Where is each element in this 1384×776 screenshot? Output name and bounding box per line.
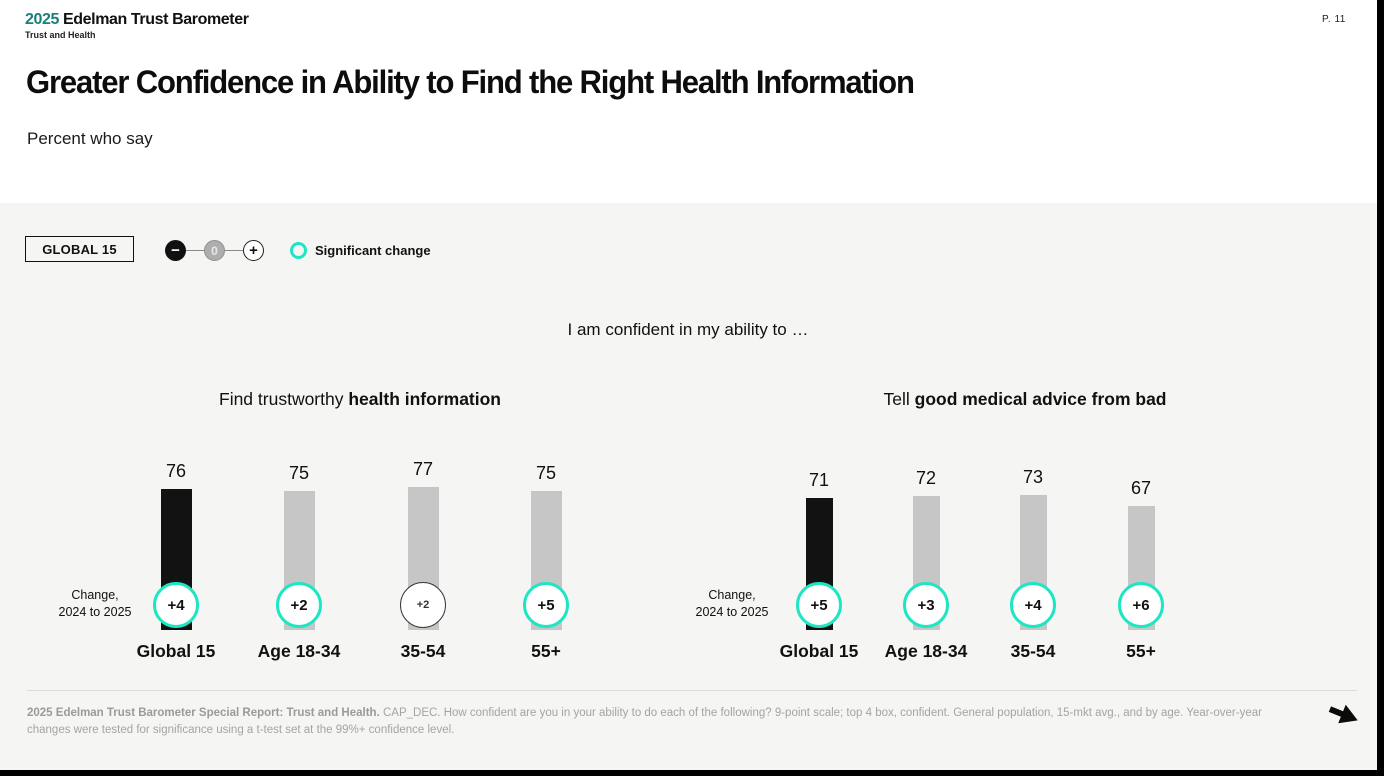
group-title-regular: Find trustworthy [219, 389, 349, 409]
change-label-line2: 2024 to 2025 [695, 605, 769, 619]
chart-group-title-right: Tell good medical advice from bad [825, 389, 1225, 410]
page-title: Greater Confidence in Ability to Find th… [26, 64, 915, 100]
stepper-value-handle[interactable]: 0 [204, 240, 225, 261]
chart-stem-title: I am confident in my ability to … [567, 320, 809, 339]
change-label-line2: 2024 to 2025 [58, 605, 132, 619]
source-note: 2025 Edelman Trust Barometer Special Rep… [27, 705, 1305, 739]
market-selector-button[interactable]: GLOBAL 15 [25, 236, 134, 262]
significant-change-label: Significant change [315, 243, 431, 258]
change-label-line1: Change, [708, 588, 756, 602]
significant-change-legend: Significant change [290, 242, 431, 259]
change-label-line1: Change, [71, 588, 119, 602]
significant-change-ring-icon [290, 242, 307, 259]
group-title-regular: Tell [883, 389, 915, 409]
footer-divider [27, 690, 1357, 691]
logo-title: 2025 Edelman Trust Barometer [25, 11, 249, 29]
source-note-bold: 2025 Edelman Trust Barometer Special Rep… [27, 707, 380, 719]
chart-group-title-left: Find trustworthy health information [160, 389, 560, 410]
stepper-track [186, 250, 204, 251]
page-subtitle: Percent who say [27, 129, 153, 148]
logo-year: 2025 [25, 11, 59, 28]
change-axis-label-left: Change, 2024 to 2025 [47, 587, 143, 621]
stepper-minus-button[interactable]: − [165, 240, 186, 261]
logo-subtitle: Trust and Health [25, 30, 96, 40]
logo-brand: Edelman Trust Barometer [63, 11, 249, 28]
edelman-logo: 2025 Edelman Trust Barometer Trust and He… [25, 11, 249, 40]
change-stepper: − 0 + [165, 240, 264, 261]
source-note-rest: CAP_DEC. How confident are you in your a… [27, 707, 1262, 736]
change-axis-label-right: Change, 2024 to 2025 [684, 587, 780, 621]
next-page-arrow-button[interactable] [1327, 699, 1361, 735]
stepper-track [225, 250, 243, 251]
group-title-bold: health information [348, 389, 501, 409]
chart-panel [0, 203, 1377, 770]
group-title-bold: good medical advice from bad [914, 389, 1167, 409]
stepper-plus-button[interactable]: + [243, 240, 264, 261]
page-number: P. 11 [1322, 14, 1346, 25]
